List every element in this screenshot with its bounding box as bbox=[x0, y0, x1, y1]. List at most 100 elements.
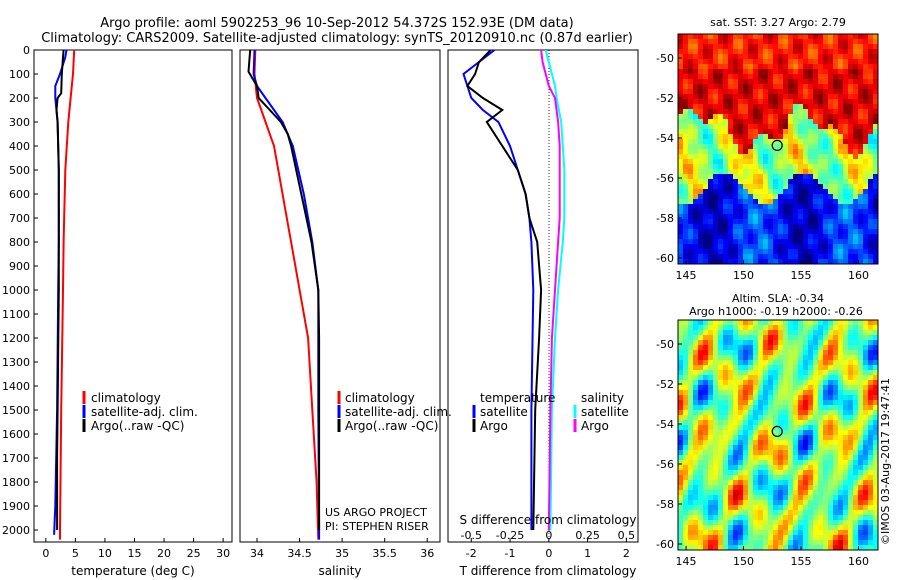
field-cell bbox=[723, 505, 729, 511]
field-cell bbox=[783, 44, 789, 50]
field-cell bbox=[743, 505, 749, 511]
field-cell bbox=[803, 224, 809, 230]
field-cell bbox=[748, 199, 754, 205]
field-cell bbox=[748, 204, 754, 210]
field-cell bbox=[863, 209, 869, 215]
field-cell bbox=[718, 370, 724, 376]
field-cell bbox=[863, 350, 869, 356]
field-cell bbox=[693, 490, 699, 496]
field-cell bbox=[698, 124, 704, 130]
title-line-1: Argo profile: aoml 5902253_96 10-Sep-201… bbox=[100, 16, 573, 31]
field-cell bbox=[738, 54, 744, 60]
field-cell bbox=[788, 139, 794, 145]
field-cell bbox=[858, 355, 864, 361]
field-cell bbox=[848, 380, 854, 386]
depth-tick-label: 100 bbox=[9, 68, 30, 81]
field-cell bbox=[773, 249, 779, 255]
field-cell bbox=[848, 515, 854, 521]
field-cell bbox=[718, 34, 724, 40]
field-cell bbox=[853, 94, 859, 100]
field-cell bbox=[758, 189, 764, 195]
salinity-axis-label: salinity bbox=[318, 564, 361, 578]
field-cell bbox=[728, 470, 734, 476]
field-cell bbox=[763, 370, 769, 376]
field-cell bbox=[703, 104, 709, 110]
field-cell bbox=[778, 119, 784, 125]
field-cell bbox=[723, 540, 729, 546]
field-cell bbox=[783, 545, 789, 550]
field-cell bbox=[868, 149, 874, 155]
field-cell bbox=[873, 420, 878, 426]
field-cell bbox=[728, 485, 734, 491]
field-cell bbox=[763, 174, 769, 180]
field-cell bbox=[748, 64, 754, 70]
salinity-lines bbox=[247, 50, 321, 540]
field-cell bbox=[848, 420, 854, 426]
field-cell bbox=[743, 244, 749, 250]
field-cell bbox=[773, 154, 779, 160]
field-cell bbox=[868, 39, 874, 45]
field-cell bbox=[778, 164, 784, 170]
field-cell bbox=[833, 219, 839, 225]
field-cell bbox=[678, 194, 684, 200]
field-cell bbox=[748, 345, 754, 351]
field-cell bbox=[828, 325, 834, 331]
field-cell bbox=[778, 435, 784, 441]
field-cell bbox=[738, 345, 744, 351]
field-cell bbox=[848, 390, 854, 396]
latitude-tick-label: -58 bbox=[656, 498, 674, 511]
field-cell bbox=[773, 445, 779, 451]
temperature-axis-label: temperature (deg C) bbox=[71, 564, 194, 578]
field-cell bbox=[758, 99, 764, 105]
field-cell bbox=[833, 530, 839, 536]
field-cell bbox=[813, 465, 819, 471]
field-cell bbox=[698, 44, 704, 50]
field-cell bbox=[728, 134, 734, 140]
field-cell bbox=[853, 59, 859, 65]
field-cell bbox=[688, 194, 694, 200]
field-cell bbox=[723, 149, 729, 155]
field-cell bbox=[753, 239, 759, 245]
field-cell bbox=[833, 420, 839, 426]
field-cell bbox=[773, 234, 779, 240]
field-cell bbox=[813, 320, 819, 326]
field-cell bbox=[708, 89, 714, 95]
field-cell bbox=[713, 390, 719, 396]
field-cell bbox=[863, 535, 869, 541]
field-cell bbox=[693, 360, 699, 366]
field-cell bbox=[858, 380, 864, 386]
field-cell bbox=[713, 325, 719, 331]
field-cell bbox=[783, 350, 789, 356]
field-cell bbox=[813, 375, 819, 381]
field-cell bbox=[873, 149, 878, 155]
field-cell bbox=[773, 505, 779, 511]
field-cell bbox=[698, 385, 704, 391]
field-cell bbox=[873, 84, 878, 90]
field-cell bbox=[798, 239, 804, 245]
field-cell bbox=[698, 174, 704, 180]
field-cell bbox=[683, 239, 689, 245]
field-cell bbox=[693, 99, 699, 105]
field-cell bbox=[803, 435, 809, 441]
field-cell bbox=[788, 99, 794, 105]
field-cell bbox=[713, 355, 719, 361]
field-cell bbox=[818, 525, 824, 531]
field-cell bbox=[723, 530, 729, 536]
field-cell bbox=[718, 164, 724, 170]
field-cell bbox=[808, 460, 814, 466]
field-cell bbox=[833, 485, 839, 491]
field-cell bbox=[818, 375, 824, 381]
field-cell bbox=[798, 415, 804, 421]
field-cell bbox=[858, 425, 864, 431]
field-cell bbox=[728, 139, 734, 145]
field-cell bbox=[788, 229, 794, 235]
field-cell bbox=[803, 34, 809, 40]
field-cell bbox=[803, 530, 809, 536]
field-cell bbox=[828, 164, 834, 170]
sst-map: sat. SST: 3.27 Argo: 2.79 145 150 155 160-5… bbox=[656, 16, 879, 282]
field-cell bbox=[803, 234, 809, 240]
field-cell bbox=[808, 345, 814, 351]
field-cell bbox=[838, 59, 844, 65]
field-cell bbox=[703, 485, 709, 491]
field-cell bbox=[708, 259, 714, 264]
